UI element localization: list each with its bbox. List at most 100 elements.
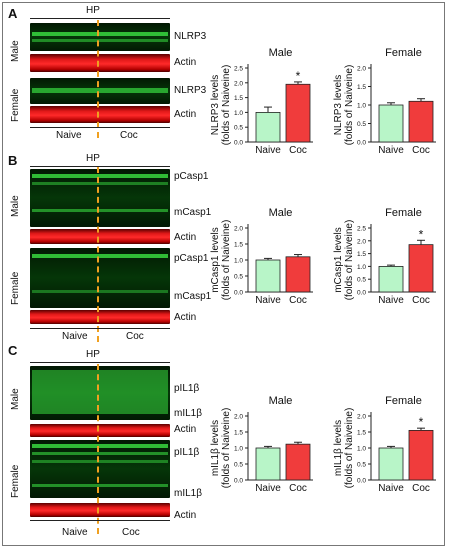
panel-a-group-naive: Naive [56,130,82,141]
chart-1-xlabel-1: Coc [289,145,307,156]
chart-4-ytick-label-1: 0.5 [357,277,366,284]
panel-b-group-naive: Naive [62,331,88,342]
chart-2-title: Female [385,47,422,59]
panel-c-label: C [8,343,18,358]
chart-4-significance-1: * [419,227,424,241]
chart-4-ytick-label-0: 0.0 [357,290,366,297]
chart-1-significance-1: * [296,69,301,83]
chart-1-ylabel-0: NLRP3 levels [210,75,221,136]
chart-1-ytick-label-5: 2.5 [234,66,243,73]
chart-4-ylabel-1: (folds of Naiveine) [344,220,355,301]
chart-5-xlabel-1: Coc [289,483,307,494]
panel-c-female-il1b-blot [30,440,170,498]
chart-3-ytick-label-2: 1.0 [234,258,243,265]
panel-c-hp-line [30,362,170,363]
chart-1-ytick-label-0: 0.0 [234,140,243,147]
chart-6-xlabel-1: Coc [412,483,430,494]
chart-5-ytick-label-2: 1.0 [234,446,243,453]
chart-1-ytick-label-2: 1.0 [234,110,243,117]
panel-c-label-pil1b-male: pIL1β [174,383,200,394]
chart-3-title: Male [269,207,293,219]
panel-c-divider [97,364,99,534]
panel-b-female-actin-blot [30,310,170,324]
chart-5-title: Male [269,395,293,407]
panel-c-group-line [30,520,170,521]
chart-5-bar-coc [285,443,311,481]
panel-a-label-actin-male: Actin [174,57,197,68]
chart-5-bar-naive [255,447,281,481]
chart-6-significance-1: * [419,415,424,429]
panel-b-label: B [8,153,18,168]
chart-1-ytick-label-3: 1.5 [234,95,243,102]
chart-3-ytick-label-4: 2.0 [234,226,243,233]
chart-2-bar-coc [408,100,434,143]
chart-3-xlabel-1: Coc [289,295,307,306]
chart-4-ytick-label-2: 1.0 [357,264,366,271]
chart-6-ytick-label-0: 0.0 [357,478,366,485]
chart-4-ylabel-0: mCasp1 levels [333,227,344,293]
chart-1-title: Male [269,47,293,59]
chart-3-ylabel-1: (folds of Naiveine) [221,220,232,301]
chart-6-bar-coc [408,429,434,481]
chart-2-bar-naive [378,104,404,143]
chart-6-ytick-label-1: 0.5 [357,462,366,469]
chart-3-bar-coc [285,256,311,293]
chart-2-xlabel-1: Coc [412,145,430,156]
panel-c-female-actin-blot [30,503,170,517]
chart-4-bar-naive [378,265,404,293]
chart-3-ytick-label-3: 1.5 [234,242,243,249]
panel-c-label-actin-female: Actin [174,510,197,521]
panel-b-group-line [30,328,170,329]
panel-c-label-pil1b-female: pIL1β [174,447,200,458]
panel-a-female-nlrp3-blot [30,78,170,104]
panel-c-label-mil1b-male: mIL1β [174,408,202,419]
panel-a-group-line [30,127,170,128]
panel-b-label-pcasp1-male: pCasp1 [174,171,209,182]
panel-b-male-casp1-blot [30,169,170,227]
chart-1-ylabel-1: (folds of Naiveine) [221,65,232,146]
chart-5-ytick-label-3: 1.5 [234,430,243,437]
panel-a-male-nlrp3-blot [30,23,170,51]
chart-6-ytick-label-4: 2.0 [357,414,366,421]
panel-b-male-actin-blot [30,229,170,244]
panel-b-label-actin-male: Actin [174,232,197,243]
chart-2-ytick-label-0: 0.0 [357,140,366,147]
chart-3-ytick-label-1: 0.5 [234,274,243,281]
chart-2-xlabel-0: Naive [378,145,404,156]
chart-4-ytick-label-4: 2.0 [357,238,366,245]
chart-1-ytick-label-1: 0.5 [234,125,243,132]
chart-1-xlabel-0: Naive [255,145,281,156]
chart-2-ytick-label-1: 0.5 [357,121,366,128]
panel-c-male-il1b-blot [30,366,170,420]
chart-1-bar-coc [285,83,311,143]
chart-3-xlabel-0: Naive [255,295,281,306]
chart-5-ytick-label-1: 0.5 [234,462,243,469]
chart-3-ylabel-0: mCasp1 levels [210,227,221,293]
chart-4-xlabel-0: Naive [378,295,404,306]
panel-c-hp-label: HP [86,349,100,360]
panel-c-label-actin-male: Actin [174,424,197,435]
chart-6-ylabel-0: mIL1β levels [333,420,344,476]
panel-a-male-actin-blot [30,54,170,72]
panel-c-group-naive: Naive [62,527,88,538]
panel-a-hp-line [30,18,170,19]
chart-4-ytick-label-5: 2.5 [357,226,366,233]
chart-1-bar-naive [255,112,281,143]
panel-c-male-actin-blot [30,424,170,437]
panel-b-hp-line [30,166,170,167]
panel-a-label-actin-female: Actin [174,109,197,120]
chart-2-ytick-label-4: 2.0 [357,66,366,73]
chart-2-ytick-label-3: 1.5 [357,84,366,91]
chart-6-bar-naive [378,447,404,481]
panel-c-label-mil1b-female: mIL1β [174,488,202,499]
panel-a-hp-label: HP [86,5,100,16]
panel-a-group-coc: Coc [120,130,138,141]
panel-b-label-actin-female: Actin [174,312,197,323]
chart-6-ytick-label-2: 1.0 [357,446,366,453]
chart-6-xlabel-0: Naive [378,483,404,494]
chart-3-bar-naive [255,259,281,293]
chart-4-xlabel-1: Coc [412,295,430,306]
panel-a-label-nlrp3-female: NLRP3 [174,85,207,96]
panel-b-group-coc: Coc [126,331,144,342]
panel-c-group-coc: Coc [122,527,140,538]
